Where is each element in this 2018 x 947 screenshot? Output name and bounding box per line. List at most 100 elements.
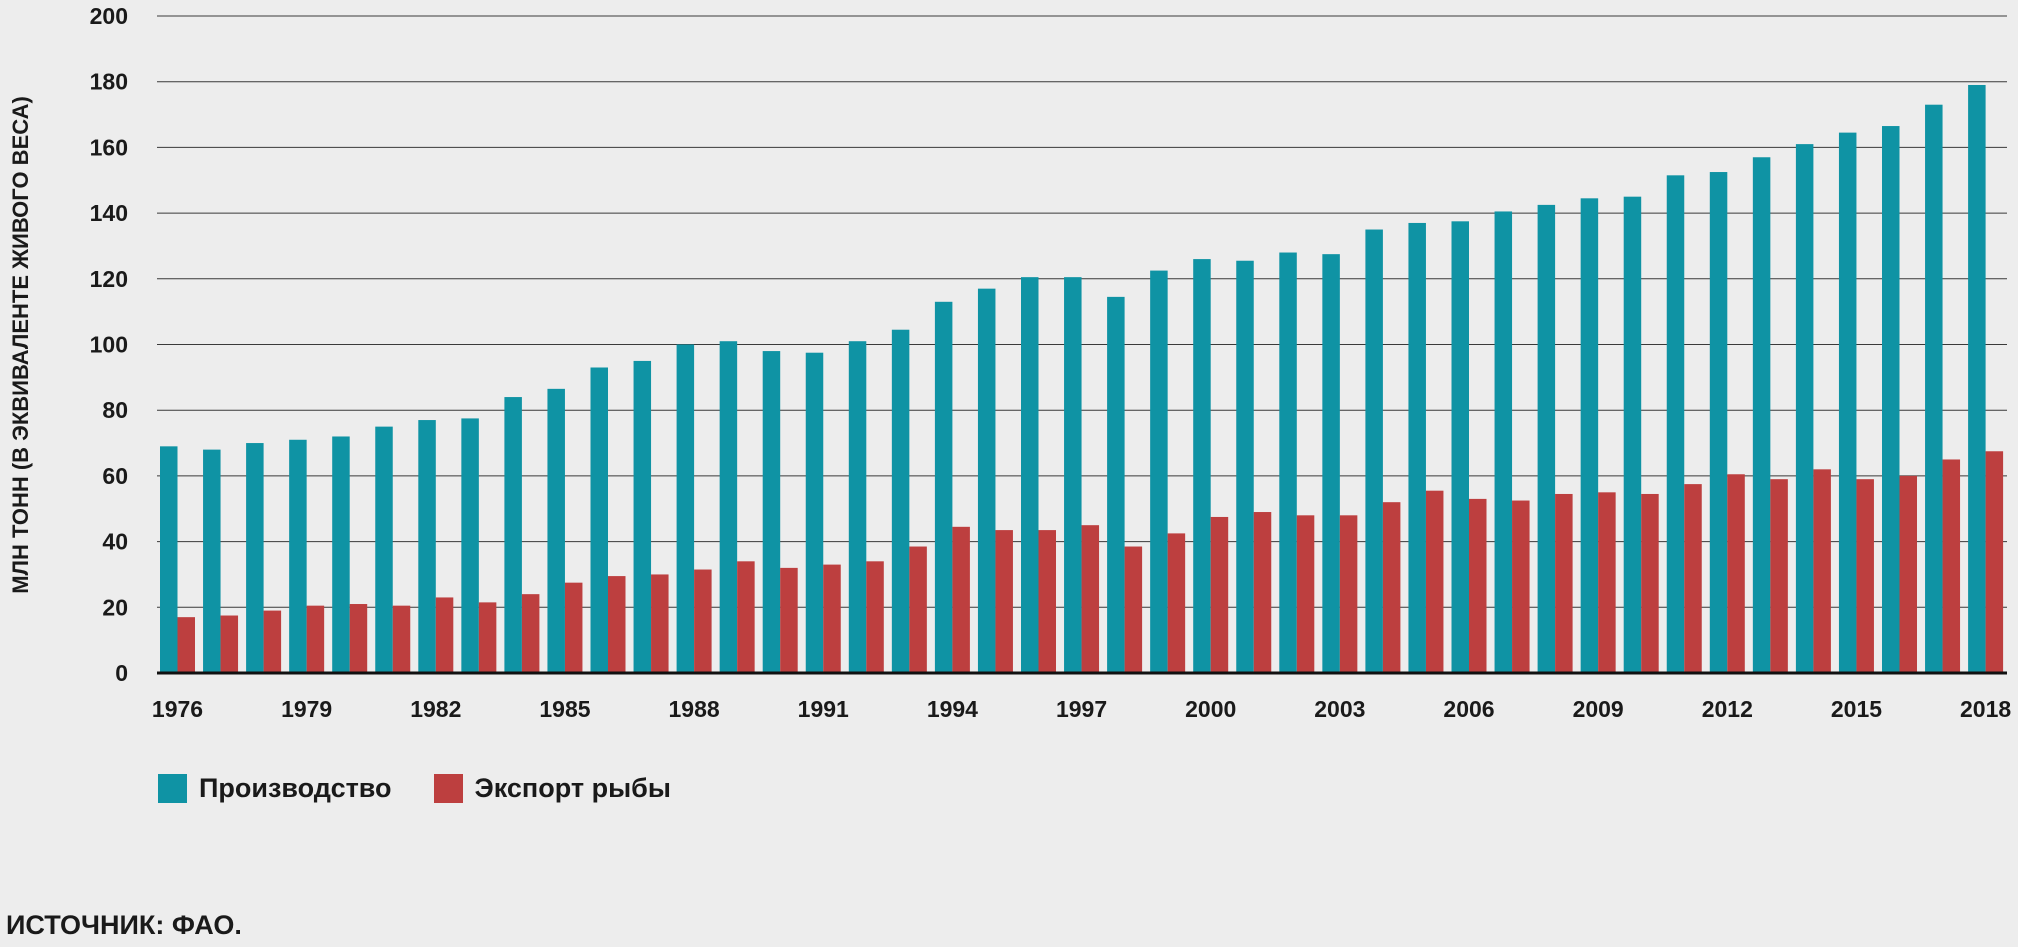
bar-export-1995: [995, 530, 1013, 673]
bar-export-2012: [1727, 474, 1745, 673]
y-tick-label: 160: [90, 134, 128, 160]
y-tick-label: 0: [115, 660, 128, 686]
bar-export-1991: [823, 564, 841, 673]
bar-production-1995: [977, 288, 996, 673]
bar-export-2002: [1296, 515, 1315, 673]
x-tick-label: 1988: [669, 696, 720, 722]
bar-export-2017: [1942, 459, 1961, 673]
bar-export-1976: [177, 617, 195, 673]
bar-export-2005: [1425, 490, 1444, 673]
y-tick-label: 200: [90, 3, 128, 29]
x-tick-label: 1994: [927, 696, 978, 722]
bar-production-1996: [1021, 277, 1039, 673]
x-tick-label: 2006: [1443, 696, 1494, 722]
bar-export-1982: [435, 597, 454, 673]
bar-production-2008: [1537, 204, 1556, 673]
bar-production-1997: [1064, 277, 1082, 673]
x-tick-label: 1997: [1056, 696, 1107, 722]
bar-production-2004: [1365, 229, 1383, 673]
bar-production-2018: [1968, 84, 1986, 674]
bar-production-2009: [1580, 198, 1599, 673]
x-tick-label: 1991: [798, 696, 849, 722]
bar-production-1990: [762, 351, 781, 673]
bar-production-2000: [1193, 259, 1211, 673]
bar-export-1996: [1038, 530, 1056, 673]
x-axis-tick-labels: 1976 1979 1982 1985 1988 1991 1994 1997 2000 2003…: [152, 696, 2011, 722]
bar-production-2006: [1451, 221, 1469, 673]
legend-label-export: Экспорт рыбы: [474, 773, 671, 803]
legend-swatch-export: [433, 774, 463, 803]
bar-export-1993: [909, 546, 927, 673]
x-tick-label: 1979: [281, 696, 332, 722]
bar-export-2014: [1813, 469, 1831, 673]
bar-export-2003: [1339, 515, 1358, 673]
bar-production-1998: [1107, 296, 1125, 673]
bar-production-1987: [633, 360, 652, 673]
bar-export-2015: [1856, 479, 1874, 673]
x-tick-label: 2009: [1573, 696, 1624, 722]
bar-export-2013: [1770, 479, 1788, 673]
bar-production-1980: [332, 436, 350, 673]
bar-production-2001: [1236, 260, 1254, 673]
x-tick-label: 2000: [1185, 696, 1236, 722]
x-tick-label: 2012: [1702, 696, 1753, 722]
bar-export-2016: [1899, 475, 1917, 673]
legend-item-production: Производство: [158, 773, 392, 804]
bar-production-2013: [1752, 157, 1771, 673]
bar-production-1989: [719, 341, 738, 673]
bar-production-2010: [1623, 196, 1642, 674]
bar-production-2016: [1882, 126, 1900, 674]
bar-export-1997: [1081, 525, 1100, 673]
bar-export-2018: [1985, 451, 2004, 673]
x-tick-label: 1982: [410, 696, 461, 722]
bar-export-1983: [478, 602, 497, 673]
bar-production-2012: [1709, 172, 1728, 673]
bar-export-1979: [306, 605, 325, 673]
bar-production-1999: [1150, 270, 1168, 673]
y-tick-label: 20: [102, 594, 128, 620]
bar-export-1989: [737, 561, 755, 673]
bars: [160, 84, 2004, 674]
y-tick-label: 140: [90, 200, 128, 226]
bar-production-1993: [891, 329, 910, 673]
bar-chart: 0 20 40 60 80 100 120 140 160 180 200 1976 1979 1982…: [8, 3, 2011, 722]
bar-production-1994: [934, 301, 953, 673]
bar-production-1982: [418, 420, 436, 673]
bar-export-1977: [220, 615, 239, 673]
bar-production-1992: [848, 341, 867, 673]
bar-export-1994: [952, 526, 970, 673]
bar-export-1987: [651, 574, 669, 673]
bar-production-2005: [1408, 222, 1426, 673]
bar-export-1986: [608, 576, 626, 673]
bar-export-1980: [349, 604, 368, 673]
bar-production-1981: [375, 426, 393, 673]
bar-production-1976: [160, 446, 178, 673]
y-axis-tick-labels: 0 20 40 60 80 100 120 140 160 180 200: [90, 3, 128, 686]
y-tick-label: 40: [102, 529, 128, 555]
bar-production-1984: [504, 397, 522, 673]
bar-export-2010: [1641, 493, 1659, 673]
y-tick-label: 100: [90, 332, 128, 358]
bar-production-2014: [1795, 144, 1814, 674]
y-tick-label: 120: [90, 266, 128, 292]
y-tick-label: 180: [90, 69, 128, 95]
bar-export-2009: [1598, 492, 1616, 673]
y-axis-label: МЛН ТОНН (В ЭКВИВАЛЕНТЕ ЖИВОГО ВЕСА): [8, 96, 33, 594]
bar-export-1992: [866, 561, 884, 673]
bar-production-1986: [590, 367, 608, 673]
bar-production-1988: [676, 344, 695, 673]
bar-production-1985: [547, 388, 565, 673]
bar-production-1991: [805, 352, 824, 673]
bar-production-2011: [1666, 175, 1685, 673]
bar-export-1985: [564, 582, 583, 673]
bar-export-2004: [1382, 502, 1401, 673]
source-note: ИСТОЧНИК: ФАО.: [6, 910, 242, 940]
bar-export-2006: [1469, 498, 1487, 673]
bar-export-2008: [1555, 493, 1573, 673]
legend-swatch-production: [158, 774, 187, 803]
y-tick-label: 60: [102, 463, 128, 489]
x-tick-label: 2018: [1960, 696, 2011, 722]
bar-production-2007: [1494, 211, 1513, 673]
bar-production-1977: [203, 449, 221, 673]
bar-production-2002: [1279, 252, 1297, 673]
